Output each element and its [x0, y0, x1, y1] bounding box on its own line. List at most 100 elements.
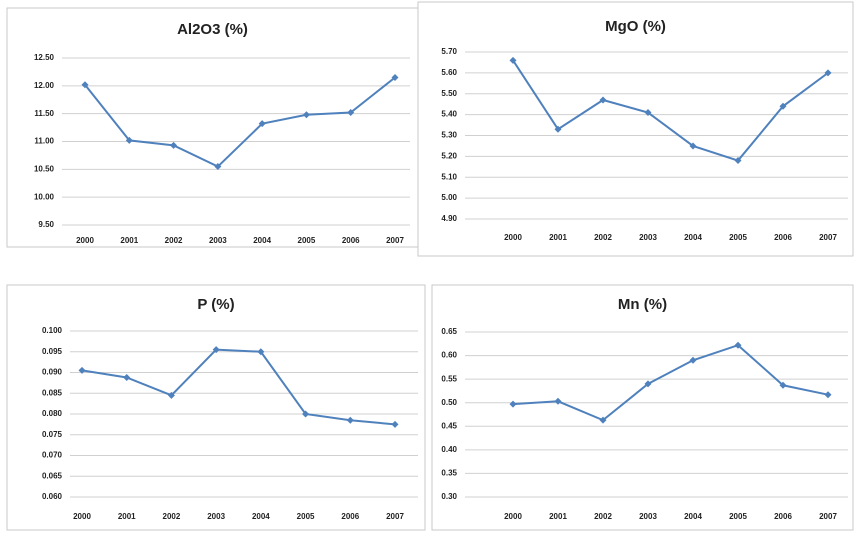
x-tick-label: 2005: [729, 512, 747, 521]
y-tick-label: 5.60: [441, 68, 457, 77]
y-tick-label: 5.30: [441, 131, 457, 140]
y-tick-label: 10.50: [34, 164, 55, 173]
y-tick-label: 0.35: [441, 469, 457, 478]
data-point: [644, 380, 652, 388]
data-point: [123, 373, 131, 381]
x-tick-label: 2007: [386, 236, 404, 245]
y-tick-label: 0.085: [42, 388, 63, 397]
x-tick-label: 2007: [819, 233, 837, 242]
chart-title: P (%): [197, 296, 234, 313]
data-point: [824, 69, 832, 77]
data-point: [302, 410, 310, 418]
data-point: [81, 81, 89, 89]
data-point: [167, 391, 175, 399]
y-tick-label: 0.060: [42, 492, 63, 501]
y-tick-label: 11.50: [34, 109, 54, 118]
data-point: [689, 142, 697, 150]
data-point: [170, 141, 178, 149]
y-tick-label: 5.10: [441, 172, 457, 181]
data-point: [509, 56, 517, 64]
x-tick-label: 2006: [341, 512, 359, 521]
x-tick-label: 2007: [386, 512, 404, 521]
data-point: [346, 416, 354, 424]
data-line: [512, 344, 829, 422]
x-tick-label: 2006: [774, 512, 792, 521]
y-tick-label: 0.45: [441, 421, 457, 430]
data-point: [689, 356, 697, 364]
y-tick-label: 5.00: [441, 193, 457, 202]
data-point: [391, 73, 399, 81]
data-line: [81, 348, 396, 426]
data-line: [512, 59, 829, 162]
x-tick-label: 2005: [729, 233, 747, 242]
x-tick-label: 2003: [639, 233, 657, 242]
y-tick-label: 11.00: [34, 137, 54, 146]
data-point: [214, 163, 222, 171]
y-tick-label: 0.100: [42, 326, 63, 335]
data-point: [125, 136, 133, 144]
x-tick-label: 2000: [504, 233, 522, 242]
x-tick-label: 2002: [163, 512, 181, 521]
data-point: [644, 109, 652, 117]
x-tick-label: 2004: [252, 512, 270, 521]
y-tick-label: 5.70: [441, 47, 457, 56]
data-point: [78, 366, 86, 374]
data-point: [779, 102, 787, 110]
x-tick-label: 2000: [76, 236, 94, 245]
y-tick-label: 0.40: [441, 445, 457, 454]
x-tick-label: 2003: [209, 236, 227, 245]
y-tick-label: 0.065: [42, 471, 63, 480]
data-point: [302, 111, 310, 119]
x-tick-label: 2002: [165, 236, 183, 245]
x-tick-label: 2005: [298, 236, 316, 245]
chart-title: Al2O3 (%): [177, 21, 248, 38]
chart-frame: [6, 7, 419, 248]
data-point: [779, 381, 787, 389]
x-tick-label: 2001: [120, 236, 138, 245]
x-tick-label: 2004: [253, 236, 271, 245]
data-point: [391, 420, 399, 428]
y-tick-label: 12.50: [34, 53, 55, 62]
x-tick-label: 2001: [118, 512, 136, 521]
x-tick-label: 2000: [73, 512, 91, 521]
data-point: [347, 109, 355, 117]
y-tick-label: 0.075: [42, 430, 63, 439]
data-point: [257, 348, 265, 356]
chart-title: Mn (%): [618, 296, 667, 313]
y-tick-label: 0.090: [42, 368, 63, 377]
data-point: [212, 346, 220, 354]
y-tick-label: 9.50: [38, 220, 54, 229]
data-point: [599, 416, 607, 424]
data-line: [84, 76, 396, 168]
x-tick-label: 2006: [774, 233, 792, 242]
x-tick-label: 2001: [549, 512, 567, 521]
x-tick-label: 2001: [549, 233, 567, 242]
y-tick-label: 0.080: [42, 409, 63, 418]
chart-frame: [6, 284, 426, 531]
y-tick-label: 0.095: [42, 347, 63, 356]
x-tick-label: 2004: [684, 512, 702, 521]
y-tick-label: 5.40: [441, 110, 457, 119]
y-tick-label: 0.60: [441, 351, 457, 360]
x-tick-label: 2003: [639, 512, 657, 521]
y-tick-label: 0.070: [42, 451, 63, 460]
x-tick-label: 2002: [594, 512, 612, 521]
data-point: [734, 341, 742, 349]
x-tick-label: 2003: [207, 512, 225, 521]
y-tick-label: 10.00: [34, 192, 55, 201]
chart-frame: [417, 1, 854, 257]
y-tick-label: 0.55: [441, 374, 457, 383]
y-tick-label: 0.65: [441, 327, 457, 336]
data-point: [824, 391, 832, 399]
x-tick-label: 2002: [594, 233, 612, 242]
y-tick-label: 5.50: [441, 89, 457, 98]
y-tick-label: 5.20: [441, 151, 457, 160]
data-point: [599, 96, 607, 104]
data-point: [509, 400, 517, 408]
x-tick-label: 2004: [684, 233, 702, 242]
data-point: [734, 157, 742, 165]
data-point: [258, 120, 266, 128]
y-tick-label: 4.90: [441, 214, 457, 223]
y-tick-label: 0.50: [441, 398, 457, 407]
